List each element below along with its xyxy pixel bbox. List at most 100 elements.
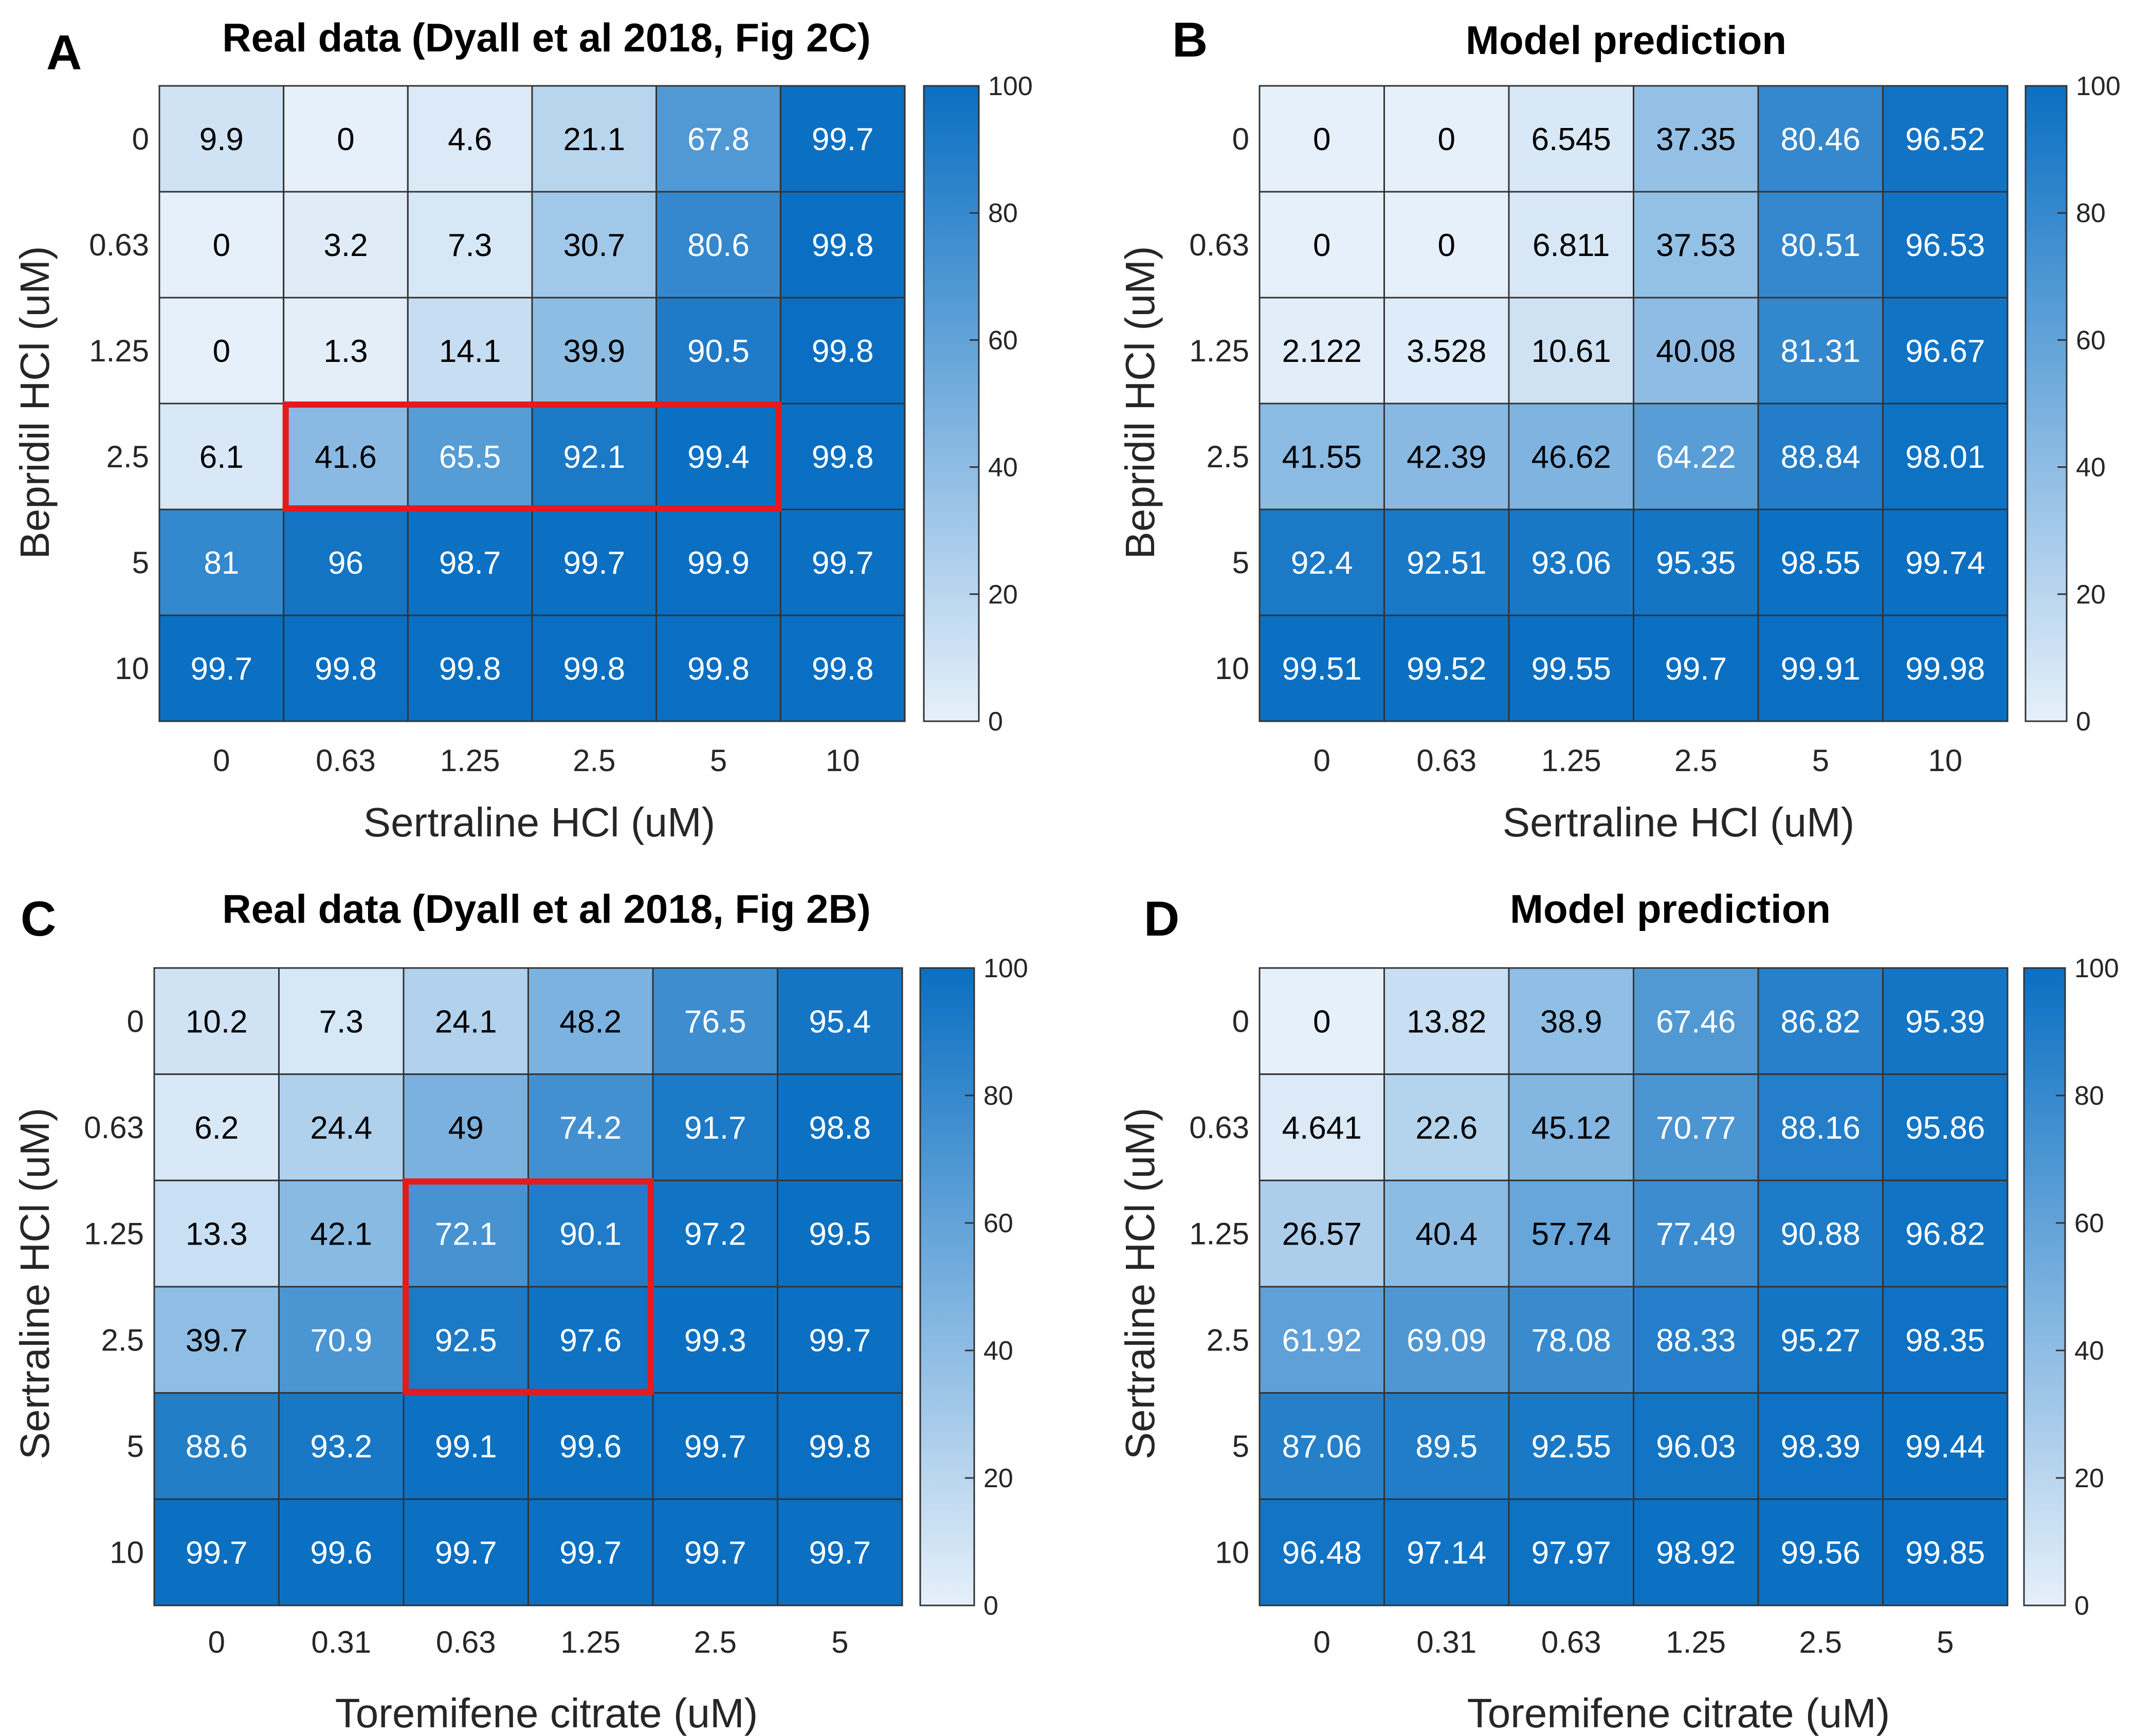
cell-value: 64.22 bbox=[1656, 440, 1736, 475]
heatmap-cell bbox=[1383, 1498, 1510, 1606]
heatmap-cell bbox=[403, 1392, 529, 1500]
x-tick-label: 1.25 bbox=[1541, 743, 1601, 778]
cell-value: 9.9 bbox=[199, 122, 244, 157]
cell-value: 98.7 bbox=[439, 545, 501, 581]
heatmap-cell bbox=[1757, 85, 1884, 193]
x-axis-label: Sertraline HCl (uM) bbox=[1503, 799, 1855, 845]
cell-value: 6.545 bbox=[1531, 122, 1611, 157]
heatmap-cell bbox=[1383, 1392, 1510, 1500]
heatmap-cell bbox=[1882, 403, 2009, 510]
cell-value: 4.641 bbox=[1282, 1110, 1362, 1146]
cell-value: 92.1 bbox=[563, 440, 625, 475]
heatmap-cell bbox=[527, 1179, 654, 1288]
cell-value: 0 bbox=[213, 334, 230, 369]
heatmap-cell bbox=[407, 403, 533, 510]
y-ticks: 0 0.63 1.25 2.5 5 10 bbox=[1189, 1004, 1249, 1569]
y-tick-label: 5 bbox=[127, 1429, 144, 1464]
cell-value: 41.6 bbox=[315, 440, 377, 475]
cell-value: 99.8 bbox=[687, 651, 750, 687]
heatmap-cell bbox=[1757, 1179, 1884, 1288]
panel-a: A Real data (Dyall et al 2018, Fig 2C) 9… bbox=[12, 15, 1033, 845]
y-tick-label: 5 bbox=[1232, 1429, 1249, 1464]
cell-value: 0 bbox=[1313, 122, 1330, 157]
cell-value: 37.35 bbox=[1656, 122, 1736, 157]
cell-value: 22.6 bbox=[1415, 1110, 1478, 1146]
x-ticks: 0 0.63 1.25 2.5 5 10 bbox=[1314, 743, 1963, 778]
cell-value: 41.55 bbox=[1282, 440, 1362, 475]
cell-value: 96.48 bbox=[1282, 1536, 1362, 1571]
cell-value: 99.4 bbox=[687, 440, 750, 475]
heatmap-cell bbox=[1633, 614, 1759, 722]
heatmap-cell bbox=[1258, 1392, 1385, 1500]
cell-value: 95.35 bbox=[1656, 545, 1736, 581]
x-tick-label: 5 bbox=[1937, 1625, 1954, 1659]
cell-value: 38.9 bbox=[1540, 1004, 1602, 1039]
cell-value: 99.8 bbox=[563, 651, 625, 687]
x-tick-label: 0 bbox=[1314, 743, 1330, 778]
heatmap-cell bbox=[1757, 1498, 1884, 1606]
cell-value: 88.84 bbox=[1781, 440, 1861, 475]
heatmap-grid bbox=[1258, 85, 2009, 722]
cell-value: 10.61 bbox=[1531, 334, 1611, 369]
heatmap-cell bbox=[1882, 1286, 2009, 1394]
heatmap-cell bbox=[153, 1286, 280, 1394]
heatmap-cell bbox=[1508, 85, 1634, 193]
heatmap-cell bbox=[1258, 1286, 1385, 1394]
heatmap-cell bbox=[1383, 1179, 1510, 1288]
y-tick-label: 2.5 bbox=[106, 440, 149, 474]
cell-value: 99.8 bbox=[439, 651, 501, 687]
y-tick-label: 2.5 bbox=[101, 1323, 144, 1357]
heatmap-cell bbox=[1508, 191, 1634, 299]
x-axis-label: Sertraline HCl (uM) bbox=[363, 799, 716, 845]
cell-value: 61.92 bbox=[1282, 1323, 1362, 1358]
heatmap-cell bbox=[158, 508, 285, 616]
highlight-rect bbox=[403, 1178, 654, 1395]
heatmap-cell bbox=[407, 85, 533, 193]
cell-value: 99.7 bbox=[186, 1536, 248, 1571]
heatmap-cell bbox=[403, 1286, 529, 1394]
cell-value: 42.39 bbox=[1407, 440, 1486, 475]
cell-value: 99.7 bbox=[684, 1536, 746, 1571]
cell-value: 74.2 bbox=[559, 1110, 622, 1146]
cell-value: 96.53 bbox=[1905, 228, 1985, 263]
heatmap-grid bbox=[153, 967, 903, 1606]
heatmap-cell bbox=[527, 1498, 654, 1606]
cell-value: 10.2 bbox=[186, 1004, 248, 1039]
x-tick-label: 0 bbox=[1314, 1625, 1330, 1659]
cell-value: 46.62 bbox=[1531, 440, 1611, 475]
cell-value: 99.98 bbox=[1905, 651, 1985, 687]
cell-value: 99.55 bbox=[1531, 651, 1611, 687]
heatmap-cell bbox=[1633, 1073, 1759, 1181]
cell-value: 6.1 bbox=[199, 440, 244, 475]
cell-value: 99.52 bbox=[1407, 651, 1486, 687]
heatmap-cell bbox=[1633, 1498, 1759, 1606]
heatmap-cell bbox=[1633, 967, 1759, 1075]
cell-value: 96 bbox=[328, 545, 363, 581]
y-tick-label: 0 bbox=[132, 122, 149, 156]
cell-value: 6.811 bbox=[1533, 228, 1610, 263]
cell-value: 80.51 bbox=[1781, 228, 1861, 263]
x-tick-label: 2.5 bbox=[1799, 1625, 1842, 1659]
heatmap-cell bbox=[1882, 1179, 2009, 1288]
x-tick-label: 1.25 bbox=[440, 743, 500, 778]
colorbar-tick-label: 100 bbox=[2074, 954, 2119, 983]
chart-title: Model prediction bbox=[1510, 886, 1831, 931]
cell-value: 95.27 bbox=[1781, 1323, 1861, 1358]
heatmap-cell bbox=[283, 85, 409, 193]
y-tick-label: 1.25 bbox=[1189, 334, 1249, 368]
y-ticks: 0 0.63 1.25 2.5 5 10 bbox=[1189, 122, 1249, 686]
cell-value: 40.4 bbox=[1415, 1217, 1478, 1252]
heatmap-cell bbox=[531, 614, 658, 722]
cell-value: 37.53 bbox=[1656, 228, 1736, 263]
cell-value: 99.91 bbox=[1781, 651, 1861, 687]
y-axis-label: Bepridil HCl (uM) bbox=[12, 246, 58, 559]
cell-value: 76.5 bbox=[684, 1004, 746, 1039]
cell-value: 91.7 bbox=[684, 1110, 746, 1146]
cell-value: 98.8 bbox=[809, 1110, 871, 1146]
cell-value: 86.82 bbox=[1781, 1004, 1861, 1039]
heatmap-cell bbox=[655, 403, 781, 510]
cell-value: 99.51 bbox=[1282, 651, 1362, 687]
y-tick-label: 0 bbox=[1232, 1004, 1249, 1038]
cell-value: 97.6 bbox=[559, 1323, 622, 1358]
